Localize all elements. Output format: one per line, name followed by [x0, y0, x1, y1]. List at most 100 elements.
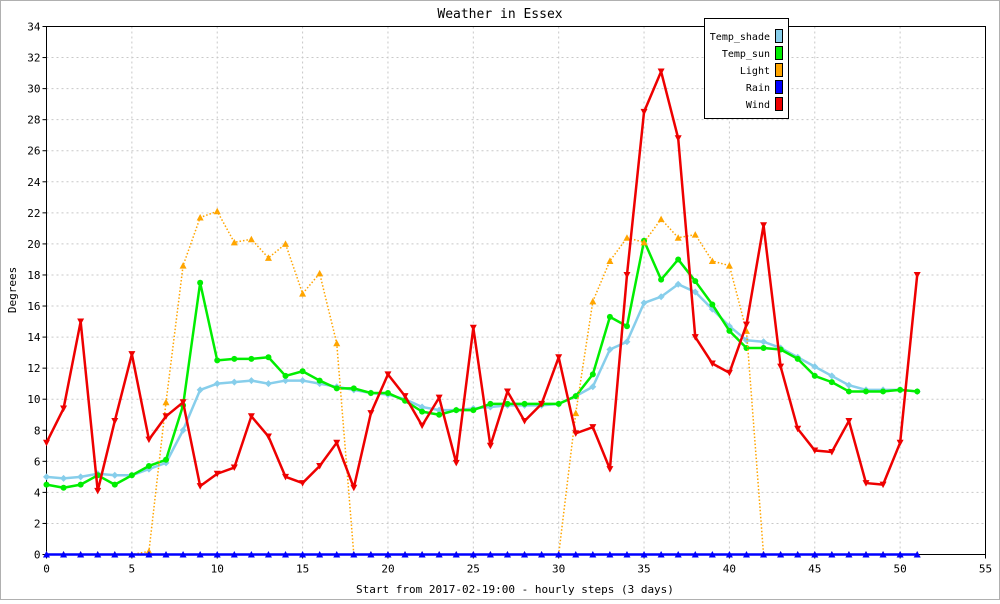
legend-box [704, 18, 789, 119]
data-point-wind [111, 417, 119, 425]
data-point-rain [811, 551, 819, 558]
data-point-rain [77, 551, 85, 558]
x-tick-label: 20 [381, 563, 394, 576]
data-point-temp-sun [436, 411, 443, 418]
data-point-wind [213, 470, 221, 478]
y-tick-label: 24 [27, 176, 41, 189]
data-point-wind [811, 447, 819, 454]
data-point-temp-sun [658, 276, 665, 283]
x-tick-label: 25 [467, 563, 480, 576]
data-point-rain [691, 551, 699, 558]
data-point-light [623, 234, 631, 241]
legend-label-light: Light [740, 66, 770, 77]
data-point-light [264, 254, 272, 261]
data-point-light [282, 240, 290, 247]
data-point-temp-shade [418, 403, 426, 411]
data-point-wind [94, 487, 102, 495]
data-point-rain [230, 551, 238, 558]
data-point-wind [589, 424, 597, 431]
data-point-light [691, 231, 699, 238]
data-point-wind [538, 400, 546, 408]
legend-label-temp-sun: Temp_sun [722, 49, 770, 60]
legend-swatch-light [775, 63, 783, 77]
data-point-light [725, 262, 733, 269]
data-point-temp-shade [828, 372, 836, 380]
data-point-rain [94, 551, 102, 558]
data-point-temp-sun [60, 484, 67, 491]
y-tick-label: 4 [34, 486, 41, 499]
data-point-wind [77, 318, 85, 326]
data-point-wind [845, 417, 853, 425]
data-point-temp-sun [555, 400, 562, 407]
grid-lines [46, 26, 986, 555]
data-point-rain [162, 551, 170, 558]
data-point-wind [418, 422, 426, 430]
data-point-wind [691, 334, 699, 341]
data-point-rain [111, 551, 119, 558]
data-point-wind [333, 439, 341, 447]
y-tick-label: 14 [27, 331, 41, 344]
chart-title: Weather in Essex [437, 7, 562, 22]
data-point-wind [299, 480, 307, 487]
y-tick-label: 20 [27, 238, 40, 251]
y-tick-label: 10 [27, 393, 40, 406]
data-point-wind [145, 436, 153, 444]
data-point-rain [503, 551, 511, 558]
data-point-rain [350, 551, 358, 558]
data-point-wind [606, 466, 614, 473]
data-point-wind [452, 459, 460, 467]
data-point-wind [401, 393, 409, 400]
data-point-temp-sun [828, 379, 835, 386]
data-point-rain [589, 551, 597, 558]
data-point-temp-sun [589, 371, 596, 378]
data-point-wind [128, 351, 136, 358]
legend-label-wind: Wind [746, 100, 770, 111]
data-point-wind [179, 399, 187, 406]
data-point-temp-shade [606, 346, 614, 354]
data-point-wind [896, 439, 904, 447]
data-point-temp-sun [111, 481, 118, 488]
data-point-temp-sun [163, 456, 170, 463]
data-point-temp-shade [43, 473, 50, 481]
y-tick-label: 12 [27, 362, 40, 375]
data-point-rain [606, 551, 614, 558]
data-point-light [589, 297, 597, 305]
data-point-wind [777, 363, 785, 371]
x-tick-label: 55 [979, 563, 992, 576]
legend: Temp_shade Temp_sun Light Rain Wind [704, 18, 789, 119]
data-point-temp-shade [213, 380, 221, 388]
y-axis-label: Degrees [6, 267, 19, 313]
y-tick-label: 8 [34, 424, 41, 437]
data-point-light [674, 234, 682, 241]
data-point-rain [708, 551, 716, 558]
data-point-temp-sun [419, 408, 426, 415]
x-tick-label: 40 [723, 563, 736, 576]
data-point-rain [145, 551, 153, 558]
data-point-rain [794, 551, 802, 558]
y-tick-label: 2 [34, 517, 41, 530]
series-wind [43, 68, 921, 495]
data-point-light [230, 238, 238, 246]
data-point-wind [316, 462, 324, 470]
data-point-temp-sun [350, 385, 357, 392]
data-point-temp-sun [811, 372, 818, 379]
data-point-wind [742, 321, 750, 329]
data-point-light [213, 207, 221, 215]
y-tick-label: 28 [27, 114, 40, 127]
data-point-light [606, 257, 614, 264]
data-point-rain [316, 551, 324, 558]
data-point-rain [213, 551, 221, 558]
x-tick-label: 30 [552, 563, 565, 576]
data-point-temp-sun [675, 256, 682, 263]
data-point-temp-shade [247, 377, 255, 385]
data-point-rain [657, 551, 665, 558]
data-point-wind [555, 354, 563, 361]
data-point-temp-shade [674, 280, 682, 288]
data-point-wind [264, 433, 272, 440]
data-point-wind [708, 360, 716, 367]
data-point-temp-sun [880, 388, 887, 395]
data-point-rain [128, 551, 136, 558]
data-point-rain [845, 551, 853, 558]
data-point-wind [435, 394, 443, 402]
data-point-light [333, 339, 341, 347]
